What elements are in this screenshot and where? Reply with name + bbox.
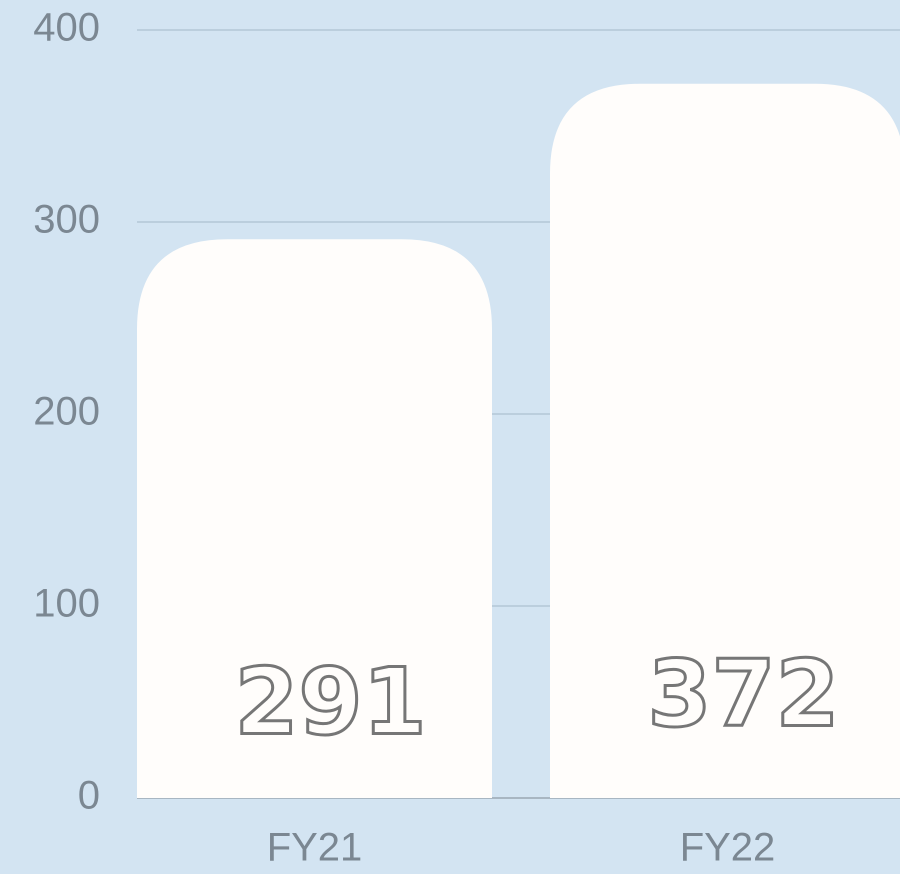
bar (550, 83, 900, 798)
x-tick-label: FY22 (680, 826, 776, 870)
y-tick-label: 200 (33, 390, 100, 434)
y-tick-label: 300 (33, 198, 100, 242)
value-label: 372 (647, 640, 839, 747)
y-tick-label: 100 (33, 582, 100, 626)
bar (137, 239, 492, 798)
y-tick-label: 400 (33, 6, 100, 50)
y-tick-label: 0 (78, 774, 100, 818)
x-tick-label: FY21 (267, 826, 363, 870)
value-label: 291 (234, 648, 426, 755)
